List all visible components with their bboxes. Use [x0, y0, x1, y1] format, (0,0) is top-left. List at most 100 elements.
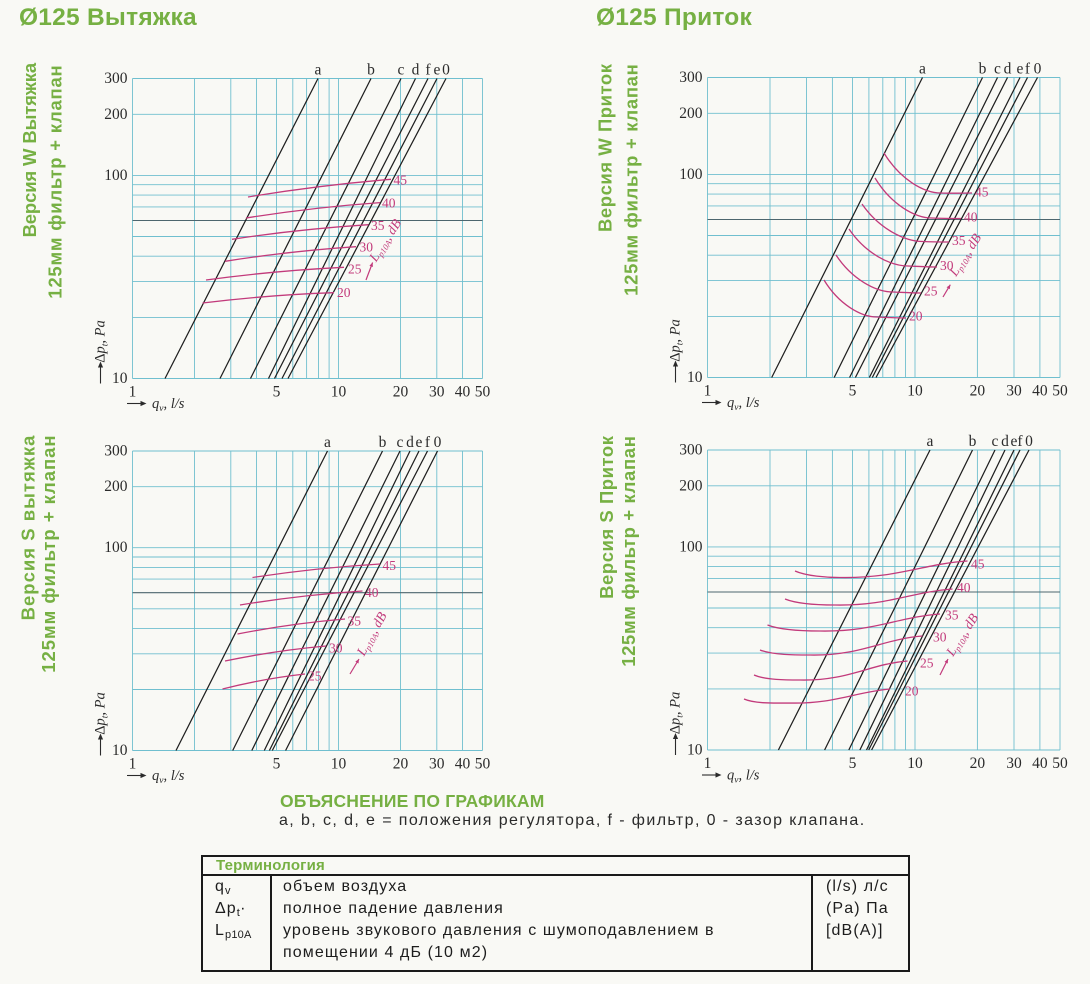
- svg-text:30: 30: [329, 641, 343, 656]
- svg-text:300: 300: [679, 69, 703, 86]
- svg-text:30: 30: [360, 240, 374, 255]
- svg-text:Версия S вытяжка: Версия S вытяжка: [18, 435, 39, 621]
- svg-text:30: 30: [933, 630, 947, 645]
- svg-text:35: 35: [952, 233, 966, 248]
- svg-text:30: 30: [1006, 755, 1022, 772]
- svg-text:d: d: [1001, 433, 1009, 450]
- svg-text:20: 20: [970, 755, 986, 772]
- svg-text:100: 100: [104, 167, 128, 184]
- svg-text:125мм фильтр + клапан: 125мм фильтр + клапан: [621, 64, 642, 296]
- svg-text:10: 10: [112, 742, 128, 759]
- svg-text:35: 35: [945, 608, 959, 623]
- svg-text:100: 100: [679, 538, 703, 555]
- svg-text:200: 200: [104, 478, 128, 495]
- svg-text:0: 0: [434, 434, 442, 451]
- svg-text:10: 10: [687, 369, 703, 386]
- svg-text:e: e: [1011, 433, 1018, 450]
- svg-text:20: 20: [393, 756, 409, 773]
- svg-text:300: 300: [104, 70, 128, 87]
- svg-text:qv, l/s: qv, l/s: [152, 396, 185, 414]
- svg-text:40: 40: [455, 384, 471, 401]
- svg-text:a: a: [927, 433, 934, 450]
- svg-text:b: b: [379, 434, 387, 451]
- svg-text:b: b: [367, 62, 375, 79]
- svg-text:100: 100: [104, 539, 128, 556]
- svg-text:10: 10: [331, 756, 347, 773]
- svg-text:f: f: [1017, 433, 1023, 450]
- svg-text:50: 50: [1052, 755, 1068, 772]
- svg-text:125мм фильтр + клапан: 125мм фильтр + клапан: [44, 65, 65, 299]
- svg-text:45: 45: [383, 558, 397, 573]
- svg-text:25: 25: [308, 669, 322, 684]
- svg-text:c: c: [994, 61, 1001, 78]
- svg-text:qv, l/s: qv, l/s: [152, 768, 185, 786]
- svg-text:d: d: [412, 62, 420, 79]
- svg-text:f: f: [425, 62, 431, 79]
- svg-text:a: a: [315, 62, 322, 79]
- svg-text:200: 200: [679, 477, 703, 494]
- svg-text:c: c: [398, 62, 405, 79]
- svg-text:Версия W Приток: Версия W Приток: [595, 63, 616, 232]
- svg-text:40: 40: [365, 585, 379, 600]
- svg-text:50: 50: [475, 384, 491, 401]
- svg-text:Δpt, Pa: Δpt, Pa: [668, 692, 686, 735]
- svg-text:Δpt, Pa: Δpt, Pa: [668, 319, 686, 362]
- svg-text:25: 25: [920, 656, 934, 671]
- svg-text:125мм фильтр + клапан: 125мм фильтр + клапан: [38, 434, 59, 672]
- svg-text:Δpt, Pa: Δpt, Pa: [93, 692, 111, 735]
- svg-text:Δpt, Pa: Δpt, Pa: [93, 320, 111, 363]
- svg-text:25: 25: [924, 284, 938, 299]
- svg-text:300: 300: [679, 442, 703, 459]
- svg-text:a: a: [919, 61, 926, 78]
- svg-text:10: 10: [112, 370, 128, 387]
- svg-text:100: 100: [679, 166, 703, 183]
- svg-text:40: 40: [957, 580, 971, 595]
- svg-text:c: c: [992, 433, 999, 450]
- svg-text:30: 30: [940, 258, 954, 273]
- svg-text:1: 1: [129, 384, 137, 401]
- svg-text:b: b: [969, 433, 977, 450]
- svg-text:10: 10: [331, 384, 347, 401]
- svg-text:d: d: [1004, 61, 1012, 78]
- svg-text:b: b: [979, 61, 987, 78]
- svg-text:40: 40: [1032, 383, 1048, 400]
- svg-text:35: 35: [348, 614, 362, 629]
- svg-text:0: 0: [442, 62, 450, 79]
- svg-text:30: 30: [1006, 383, 1022, 400]
- svg-text:40: 40: [964, 210, 978, 225]
- svg-text:300: 300: [104, 443, 128, 460]
- svg-text:e: e: [434, 62, 441, 79]
- svg-text:50: 50: [1052, 383, 1068, 400]
- svg-text:40: 40: [455, 756, 471, 773]
- svg-text:20: 20: [909, 309, 923, 324]
- svg-text:a: a: [324, 434, 331, 451]
- svg-text:Версия S Приток: Версия S Приток: [596, 435, 617, 599]
- svg-text:1: 1: [704, 755, 712, 772]
- svg-text:35: 35: [371, 218, 385, 233]
- svg-text:25: 25: [348, 262, 362, 277]
- svg-text:0: 0: [1025, 433, 1033, 450]
- svg-text:1: 1: [129, 756, 137, 773]
- svg-text:30: 30: [429, 384, 445, 401]
- svg-text:f: f: [1025, 61, 1031, 78]
- svg-text:45: 45: [394, 173, 408, 188]
- svg-text:qv, l/s: qv, l/s: [727, 768, 760, 786]
- svg-text:5: 5: [849, 755, 857, 772]
- svg-text:10: 10: [907, 755, 923, 772]
- svg-text:200: 200: [104, 106, 128, 123]
- svg-text:5: 5: [273, 384, 281, 401]
- svg-text:f: f: [425, 434, 431, 451]
- svg-text:0: 0: [1034, 61, 1042, 78]
- svg-text:Версия W Вытяжка: Версия W Вытяжка: [19, 62, 40, 237]
- svg-text:e: e: [1017, 61, 1024, 78]
- svg-text:45: 45: [971, 557, 985, 572]
- svg-text:200: 200: [679, 105, 703, 122]
- svg-text:5: 5: [849, 383, 857, 400]
- svg-text:e: e: [416, 434, 423, 451]
- svg-text:5: 5: [273, 756, 281, 773]
- svg-text:c: c: [397, 434, 404, 451]
- svg-text:20: 20: [905, 684, 919, 699]
- svg-text:45: 45: [975, 185, 989, 200]
- svg-text:10: 10: [687, 742, 703, 759]
- svg-text:20: 20: [337, 285, 351, 300]
